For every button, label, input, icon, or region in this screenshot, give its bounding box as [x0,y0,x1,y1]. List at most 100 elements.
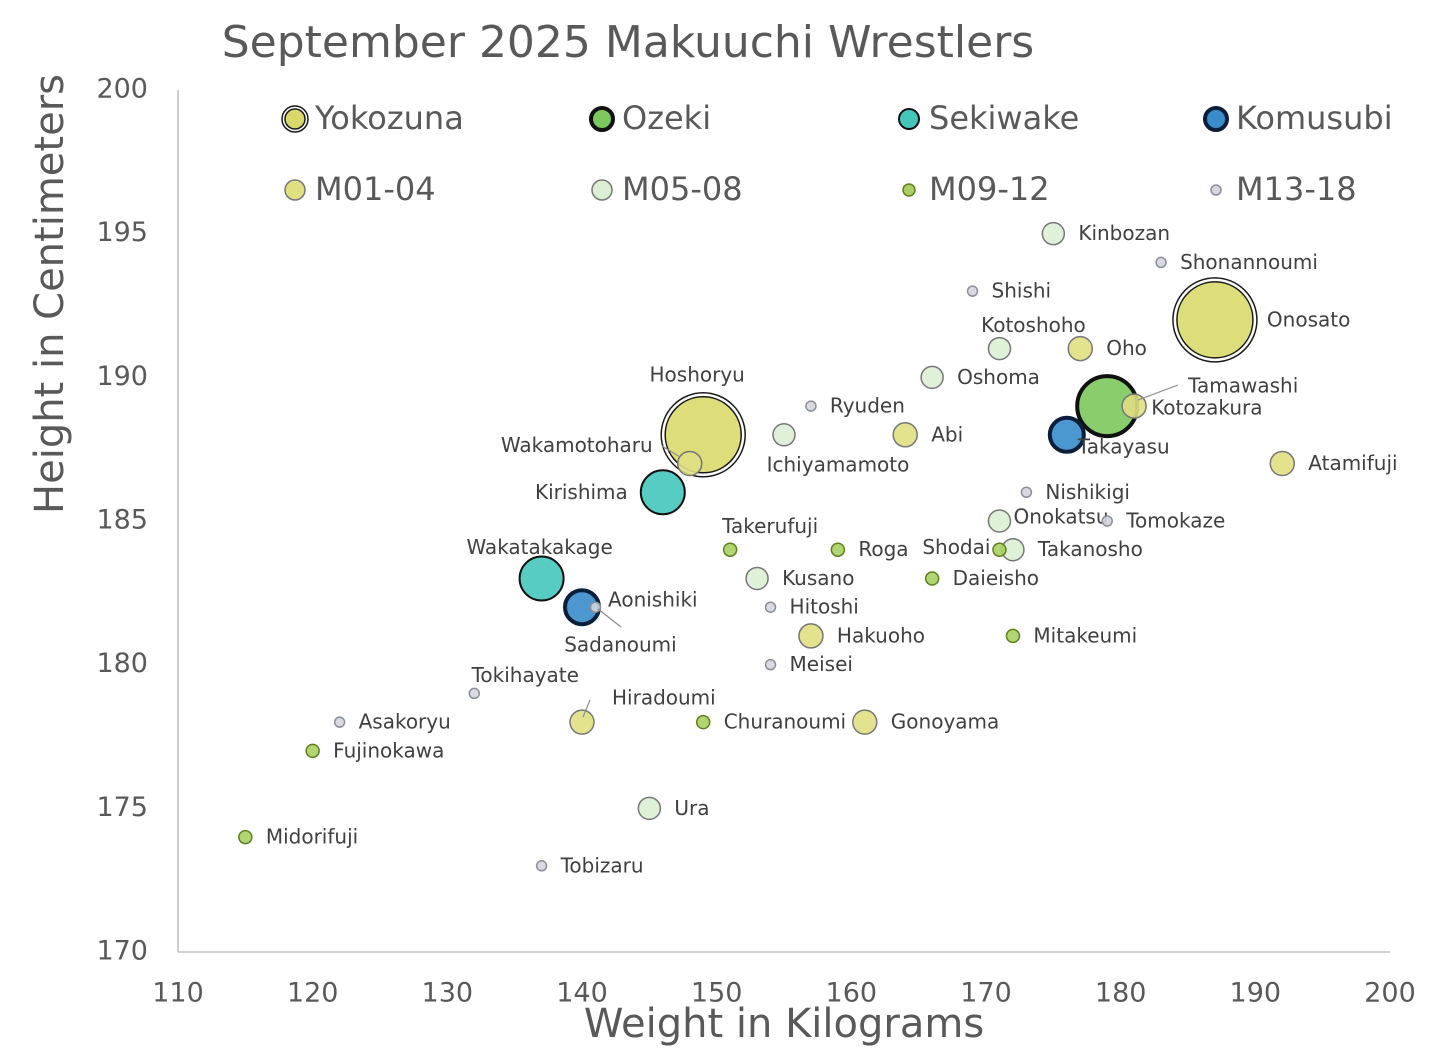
x-axis-title: Weight in Kilograms [584,1001,984,1047]
legend-marker [284,108,306,130]
bubble [1047,415,1086,454]
data-label: Midorifuji [266,825,358,849]
data-label: Kusano [782,566,854,590]
data-label: Ichiyamamoto [767,452,910,476]
y-tick-label: 180 [96,648,148,679]
data-label: Ura [674,796,709,820]
data-label: Fujinokawa [333,738,444,762]
y-tick-label: 185 [96,505,148,536]
y-tick-label: 195 [96,217,148,248]
y-tick-label: 175 [96,792,148,823]
data-label: Tokihayate [471,663,579,687]
y-tick-label: 170 [96,936,148,967]
data-label: Shonannoumi [1180,250,1318,274]
data-label: Churanoumi [724,710,846,734]
data-label: Hakuoho [837,623,925,647]
bubble [569,709,595,735]
bubble [987,509,1012,533]
x-tick-label: 170 [960,978,1012,1009]
x-tick-label: 150 [691,978,743,1009]
bubble-ring [1172,277,1258,363]
data-label: Hiradoumi [612,686,716,710]
legend-marker [902,183,916,197]
legend-label: Yokozuna [314,99,464,137]
data-label: Onosato [1267,307,1350,331]
bubble [333,716,346,728]
bubble [637,796,662,821]
data-label: Kinbozan [1078,221,1170,245]
bubble [676,450,703,477]
data-label: Takerufuji [721,514,818,538]
y-axis-title: Height in Centimeters [27,74,73,514]
bubble [764,658,777,671]
x-tick-label: 180 [1095,978,1147,1009]
x-tick-label: 110 [152,978,204,1009]
bubble [695,714,711,730]
data-label: Abi [931,422,963,446]
legend-label: M13-18 [1236,170,1357,208]
leader-line [597,608,622,628]
bubble [772,423,796,447]
data-label: Tomokaze [1125,509,1225,533]
data-label: Ryuden [830,394,905,418]
data-label: Kotozakura [1151,396,1262,420]
bubble [920,365,944,390]
data-label: Takayasu [1077,434,1170,458]
bubble [238,829,253,845]
legend-marker [589,106,615,132]
data-label: Takanosho [1037,537,1143,561]
bubble [924,571,940,586]
data-label: Onokatsu [1013,505,1108,529]
legend-marker [898,108,920,130]
leader-line [661,445,681,458]
data-label: Meisei [790,652,853,676]
data-label: Aonishiki [608,588,698,612]
data-label: Daieisho [953,566,1039,590]
data-label: Wakatakakage [466,535,612,559]
x-tick-label: 130 [422,978,474,1009]
data-label: Mitakeumi [1033,623,1137,647]
data-label: Atamifuji [1308,451,1397,475]
data-label: Roga [858,537,908,561]
bubble [305,743,320,759]
bubble [1005,628,1021,644]
data-label: Tobizaru [560,853,644,877]
bubble [1067,335,1094,362]
bubble [892,422,918,448]
data-label: Oshoma [957,365,1040,389]
bubble [1041,221,1066,246]
bubble-ring [660,392,746,478]
y-tick-label: 200 [96,74,148,105]
data-label: Oho [1106,336,1147,360]
bubble [1101,515,1113,527]
bubble [852,709,878,735]
data-label: Tamawashi [1187,374,1298,398]
legend-label: M01-04 [315,170,436,208]
data-label: Kotoshoho [981,313,1086,337]
data-label: Asakoryu [359,710,451,734]
data-label: Shodai [922,535,990,559]
legend-label: Komusubi [1236,99,1393,137]
legend-label: M09-12 [929,170,1050,208]
bubble [805,400,817,412]
bubble [664,396,742,474]
bubble [1176,281,1254,359]
bubble [745,566,769,591]
bubble [639,469,686,516]
bubble [830,542,846,557]
bubble [1121,393,1147,419]
legend-marker [1210,184,1222,196]
data-label: Hoshoryu [650,362,745,386]
leader-line [1137,384,1179,401]
data-label: Kirishima [535,480,628,504]
chart-title: September 2025 Makuuchi Wrestlers [222,17,1034,68]
bubble [518,555,565,602]
bubble [1155,256,1167,269]
legend-ring [281,105,309,133]
x-tick-label: 160 [826,978,878,1009]
bubble [1269,450,1296,477]
bubble [798,623,824,649]
legend-marker [591,179,613,201]
bubble [535,860,548,872]
